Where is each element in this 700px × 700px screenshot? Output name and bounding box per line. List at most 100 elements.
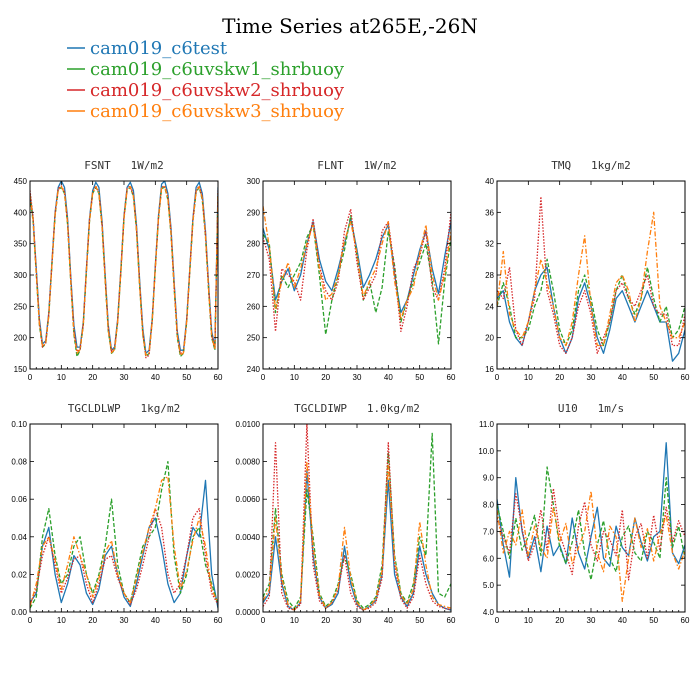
x-tick-label: 20: [321, 616, 330, 625]
x-tick-label: 20: [88, 373, 97, 382]
x-tick-label: 30: [120, 616, 129, 625]
y-tick-label: 8.0: [483, 501, 495, 510]
x-tick-label: 60: [681, 373, 690, 382]
y-tick-label: 24: [485, 302, 494, 311]
y-tick-label: 450: [14, 177, 28, 186]
series-line-1: [30, 479, 218, 609]
series-line-4: [263, 206, 451, 320]
y-tick-label: 280: [247, 240, 261, 249]
legend-label: cam019_c6uvskw1_shrbuoy: [90, 59, 345, 80]
panel-title: U10 1m/s: [558, 402, 624, 415]
series-line-2: [263, 214, 451, 345]
legend-entry: cam019_c6uvskw1_shrbuoy: [67, 59, 345, 80]
y-tick-label: 350: [14, 240, 28, 249]
x-tick-label: 40: [151, 373, 160, 382]
x-tick-label: 60: [681, 616, 690, 625]
series-line-3: [497, 196, 685, 354]
x-tick-label: 0: [495, 616, 500, 625]
y-tick-label: 40: [485, 177, 494, 186]
chart-panel: TGCLDIWP 1.0kg/m2 0 10 20 30 40 50 60 0.0000 0.00…: [236, 402, 456, 625]
y-tick-label: 0.0020: [236, 570, 261, 579]
y-tick-label: 240: [247, 365, 261, 374]
legend-label: cam019_c6test: [90, 38, 228, 59]
y-tick-label: 20: [485, 334, 494, 343]
y-tick-label: 6.0: [483, 554, 495, 563]
legend-label: cam019_c6uvskw3_shrbuoy: [90, 101, 345, 122]
chart-panel: TGCLDLWP 1kg/m2 0 10 20 30 40 50 60 0.00 0.02 0.04…: [11, 402, 223, 625]
y-tick-label: 11.0: [479, 420, 495, 429]
y-tick-label: 0.06: [11, 495, 27, 504]
series-line-4: [30, 185, 218, 356]
y-tick-label: 5.0: [483, 581, 495, 590]
plot-frame: [29, 423, 219, 613]
x-tick-label: 10: [57, 616, 66, 625]
x-tick-label: 50: [649, 373, 658, 382]
panel-title: TMQ 1kg/m2: [551, 159, 630, 172]
x-tick-label: 40: [151, 616, 160, 625]
y-tick-label: 16: [485, 365, 494, 374]
y-tick-label: 7.0: [483, 527, 495, 536]
plot-frame: [496, 423, 686, 613]
x-tick-label: 0: [495, 373, 500, 382]
y-tick-label: 270: [247, 271, 261, 280]
x-tick-label: 50: [182, 616, 191, 625]
series-line-3: [263, 208, 451, 333]
series-line-2: [30, 460, 218, 609]
y-tick-label: 28: [485, 271, 494, 280]
series-line-4: [263, 460, 451, 611]
chart-panel: FSNT 1W/m2 0 10 20 30 40 50 60 150 200 250 300 350 40…: [14, 159, 223, 382]
x-tick-label: 10: [524, 373, 533, 382]
y-tick-label: 0.08: [11, 458, 27, 467]
y-tick-label: 0.0000: [236, 608, 261, 617]
y-tick-label: 200: [14, 334, 28, 343]
chart-panels: FSNT 1W/m20 10 20 30 40 50 6015020025030035040…: [11, 159, 690, 625]
y-tick-label: 9.0: [483, 474, 495, 483]
x-tick-label: 0: [261, 616, 266, 625]
x-tick-label: 50: [649, 616, 658, 625]
x-tick-label: 60: [447, 373, 456, 382]
x-tick-label: 50: [415, 616, 424, 625]
plot-frame: [496, 180, 686, 370]
y-tick-label: 260: [247, 302, 261, 311]
x-tick-label: 0: [28, 616, 33, 625]
y-tick-label: 0.0080: [236, 458, 261, 467]
legend: cam019_c6test cam019_c6uvskw1_shrbuoy ca…: [67, 38, 345, 122]
x-tick-label: 40: [384, 616, 393, 625]
y-tick-label: 0.0100: [236, 420, 261, 429]
y-tick-label: 0.0040: [236, 533, 261, 542]
y-tick-label: 32: [485, 240, 494, 249]
x-tick-label: 10: [524, 616, 533, 625]
x-tick-label: 10: [290, 373, 299, 382]
x-tick-label: 30: [120, 373, 129, 382]
x-tick-label: 30: [353, 616, 362, 625]
x-tick-label: 60: [214, 373, 223, 382]
y-tick-label: 0.10: [11, 420, 27, 429]
y-tick-label: 300: [247, 177, 261, 186]
series-line-4: [30, 475, 218, 607]
legend-entry: cam019_c6uvskw3_shrbuoy: [67, 101, 345, 122]
panel-title: TGCLDIWP 1.0kg/m2: [294, 402, 420, 415]
y-tick-label: 0.02: [11, 570, 27, 579]
x-tick-label: 0: [28, 373, 33, 382]
panel-title: FSNT 1W/m2: [84, 159, 163, 172]
legend-entry: cam019_c6test: [67, 38, 228, 59]
y-tick-label: 290: [247, 208, 261, 217]
y-tick-label: 36: [485, 208, 494, 217]
series-line-3: [497, 487, 685, 581]
x-tick-label: 60: [447, 616, 456, 625]
x-tick-label: 20: [555, 616, 564, 625]
x-tick-label: 50: [415, 373, 424, 382]
chart-panel: FLNT 1W/m2 0 10 20 30 40 50 60 240 250 260 270 280 29…: [247, 159, 456, 382]
x-tick-label: 20: [88, 616, 97, 625]
x-tick-label: 40: [618, 616, 627, 625]
series-line-2: [497, 466, 685, 581]
x-tick-label: 30: [587, 616, 596, 625]
series-line-4: [497, 211, 685, 347]
series-line-1: [497, 442, 685, 578]
x-tick-label: 10: [57, 373, 66, 382]
series-line-4: [497, 490, 685, 602]
panel-title: TGCLDLWP 1kg/m2: [68, 402, 181, 415]
y-tick-label: 250: [247, 334, 261, 343]
x-tick-label: 50: [182, 373, 191, 382]
